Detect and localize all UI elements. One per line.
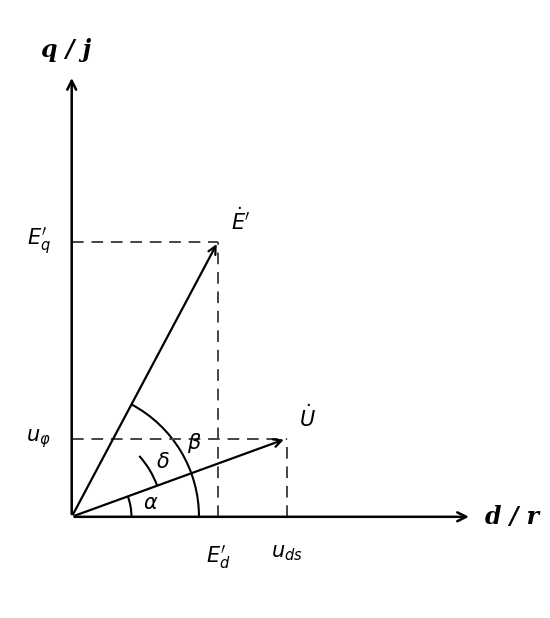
Text: d / r: d / r	[485, 505, 539, 529]
Text: $u_{\varphi}$: $u_{\varphi}$	[26, 427, 51, 450]
Text: $E_{q}^{\prime}$: $E_{q}^{\prime}$	[27, 226, 51, 257]
Text: $\delta$: $\delta$	[156, 452, 170, 472]
Text: $\alpha$: $\alpha$	[143, 493, 159, 513]
Text: $\dot{U}$: $\dot{U}$	[300, 404, 316, 431]
Text: $E_{d}^{\prime}$: $E_{d}^{\prime}$	[206, 543, 230, 571]
Text: $\dot{E}^{\prime}$: $\dot{E}^{\prime}$	[231, 207, 250, 234]
Text: $\beta$: $\beta$	[187, 431, 201, 455]
Text: q / j: q / j	[41, 38, 91, 62]
Text: $u_{ds}$: $u_{ds}$	[271, 543, 303, 563]
